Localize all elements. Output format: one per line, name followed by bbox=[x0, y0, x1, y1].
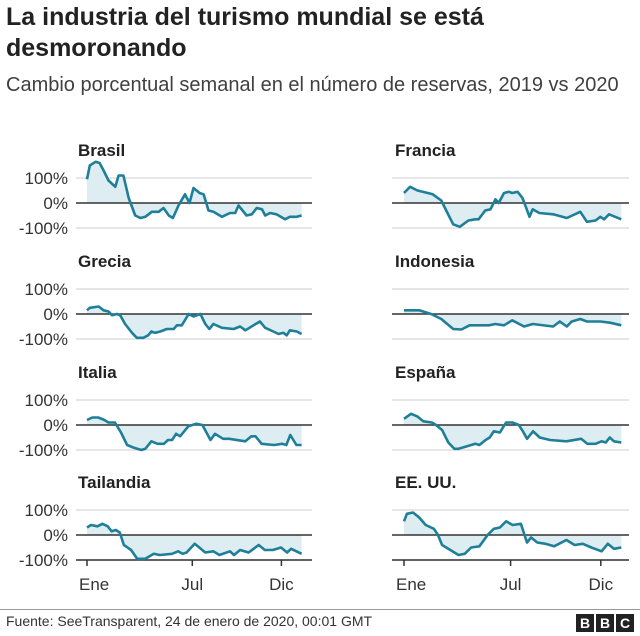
panel-title: Tailandia bbox=[78, 473, 151, 492]
panel-title: Italia bbox=[78, 363, 117, 382]
series-line bbox=[85, 160, 302, 221]
y-tick-label: 0% bbox=[43, 526, 68, 545]
panel-title: Francia bbox=[395, 141, 456, 160]
series-line bbox=[403, 185, 622, 229]
footer-divider bbox=[0, 609, 640, 610]
series-line bbox=[402, 511, 622, 557]
y-tick-label: 0% bbox=[43, 305, 68, 324]
y-tick-label: 100% bbox=[25, 501, 68, 520]
series-line bbox=[403, 412, 622, 451]
series-line bbox=[86, 416, 302, 452]
panel-title: EE. UU. bbox=[395, 473, 456, 492]
y-tick-label: -100% bbox=[19, 441, 68, 460]
area-fill bbox=[404, 512, 622, 555]
x-tick-label: Jul bbox=[500, 575, 522, 594]
series-line bbox=[86, 305, 303, 340]
y-tick-label: 100% bbox=[25, 280, 68, 299]
x-tick-label: Jul bbox=[181, 575, 203, 594]
y-tick-label: 100% bbox=[25, 169, 68, 188]
series-line bbox=[404, 308, 622, 331]
y-tick-label: -100% bbox=[19, 330, 68, 349]
x-tick-label: Dic bbox=[269, 575, 294, 594]
x-tick-label: Dic bbox=[589, 575, 614, 594]
panel-title: Grecia bbox=[78, 252, 131, 271]
y-tick-label: 100% bbox=[25, 391, 68, 410]
area-fill bbox=[87, 523, 302, 559]
y-tick-label: 0% bbox=[43, 416, 68, 435]
area-fill bbox=[87, 161, 302, 220]
chart-title: La industria del turismo mundial se está… bbox=[6, 3, 484, 62]
y-tick-label: -100% bbox=[19, 219, 68, 238]
x-tick-label: Ene bbox=[396, 575, 426, 594]
y-tick-label: 0% bbox=[43, 194, 68, 213]
panel-title: España bbox=[395, 363, 456, 382]
series-line bbox=[86, 522, 303, 561]
y-tick-label: -100% bbox=[19, 551, 68, 570]
source-note: Fuente: SeeTransparent, 24 de enero de 2… bbox=[6, 613, 373, 629]
small-multiples-chart: Brasil 100% 0% -100% Francia Grecia 100% 0% -100… bbox=[19, 141, 629, 594]
panel-title: Brasil bbox=[78, 141, 125, 160]
chart-subtitle: Cambio porcentual semanal en el número d… bbox=[6, 74, 619, 96]
x-tick-label: Ene bbox=[79, 575, 109, 594]
area-fill bbox=[87, 306, 302, 338]
panel-title: Indonesia bbox=[395, 252, 475, 271]
